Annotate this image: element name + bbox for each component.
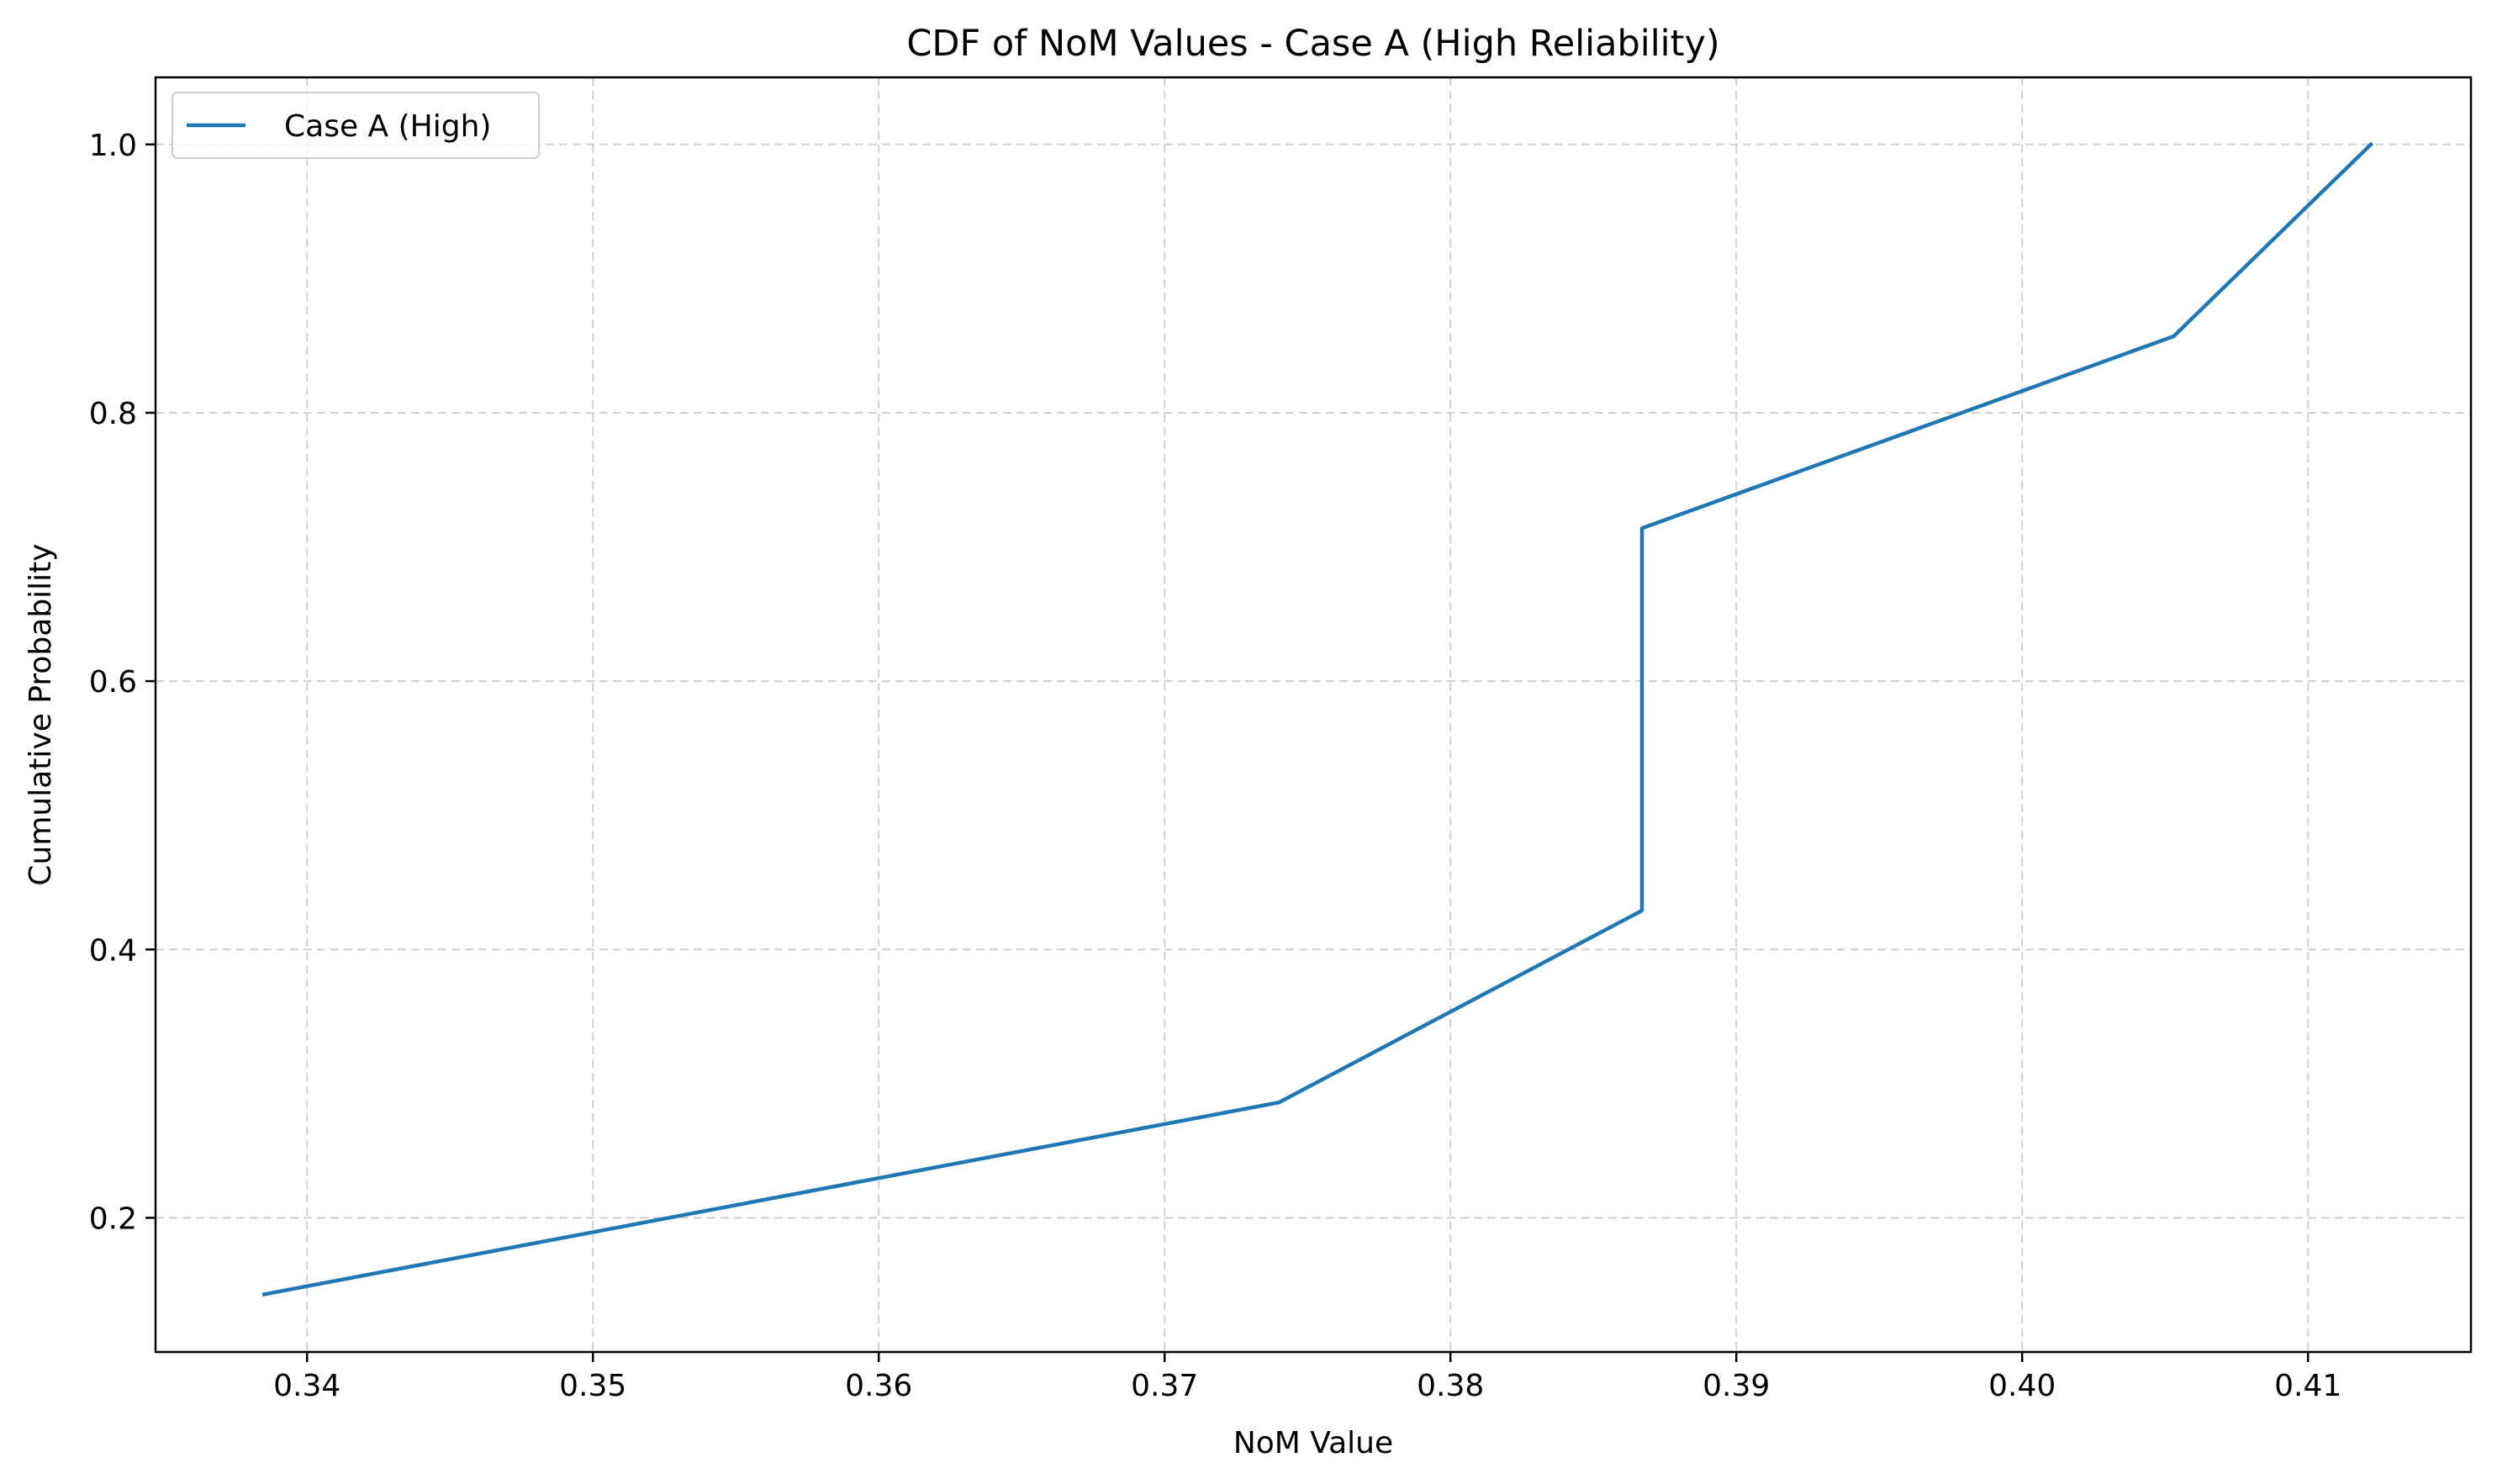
x-tick-label: 0.41 [2274, 1369, 2341, 1403]
legend-box [172, 92, 540, 159]
y-tick-label: 1.0 [89, 129, 137, 163]
y-tick-label: 0.2 [89, 1201, 137, 1236]
grid-lines [156, 77, 2471, 1352]
x-tick-label: 0.34 [273, 1369, 340, 1403]
series-layer [261, 141, 2374, 1297]
axis-ticks: 0.34 0.35 0.36 0.37 0.38 0.39 0.40 0.41 0.2 0.4 0.… [89, 129, 2342, 1403]
x-tick-label: 0.37 [1131, 1369, 1198, 1403]
x-tick-label: 0.39 [1702, 1369, 1770, 1403]
legend-label-case-a: Case A (High) [284, 109, 491, 144]
series-line-case-a [261, 141, 2374, 1297]
y-axis-label: Cumulative Probability [24, 543, 58, 885]
x-tick-label: 0.35 [559, 1369, 626, 1403]
plot-area-frame [154, 76, 2473, 1354]
y-tick-label: 0.8 [89, 397, 137, 431]
chart-title: CDF of NoM Values - Case A (High Reliabi… [906, 23, 1719, 65]
y-tick-label: 0.4 [89, 933, 137, 968]
x-tick-label: 0.40 [1988, 1369, 2056, 1403]
x-tick-label: 0.38 [1417, 1369, 1484, 1403]
x-tick-label: 0.36 [845, 1369, 912, 1403]
y-tick-label: 0.6 [89, 665, 137, 700]
x-axis-label: NoM Value [1233, 1426, 1393, 1460]
legend: Case A (High) [172, 92, 540, 159]
